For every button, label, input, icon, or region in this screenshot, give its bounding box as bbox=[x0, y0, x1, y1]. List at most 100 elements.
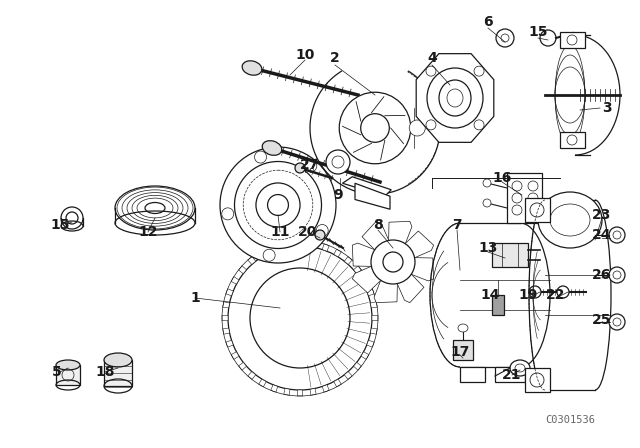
Polygon shape bbox=[248, 257, 255, 264]
Text: 7: 7 bbox=[452, 218, 462, 232]
Text: 13: 13 bbox=[478, 241, 498, 255]
Text: 27: 27 bbox=[300, 158, 320, 172]
Polygon shape bbox=[371, 328, 377, 334]
Ellipse shape bbox=[371, 240, 415, 284]
Polygon shape bbox=[323, 244, 329, 251]
Text: 1: 1 bbox=[190, 291, 200, 305]
Ellipse shape bbox=[426, 66, 436, 76]
Ellipse shape bbox=[56, 360, 80, 370]
Text: 17: 17 bbox=[451, 345, 470, 359]
Text: 25: 25 bbox=[592, 313, 612, 327]
Ellipse shape bbox=[528, 181, 538, 191]
Ellipse shape bbox=[104, 353, 132, 367]
Polygon shape bbox=[560, 32, 585, 48]
Text: 9: 9 bbox=[333, 188, 343, 202]
Ellipse shape bbox=[512, 193, 522, 203]
Polygon shape bbox=[271, 244, 278, 251]
Polygon shape bbox=[248, 371, 255, 379]
Polygon shape bbox=[259, 249, 266, 257]
Text: 15: 15 bbox=[51, 218, 70, 232]
Polygon shape bbox=[334, 379, 341, 387]
Text: 23: 23 bbox=[592, 208, 612, 222]
Polygon shape bbox=[271, 385, 278, 392]
Text: 26: 26 bbox=[592, 268, 612, 282]
Polygon shape bbox=[374, 280, 397, 303]
Bar bbox=[492, 295, 504, 315]
Polygon shape bbox=[310, 388, 316, 395]
Ellipse shape bbox=[316, 224, 328, 237]
Polygon shape bbox=[525, 198, 550, 222]
Ellipse shape bbox=[268, 194, 289, 215]
Polygon shape bbox=[495, 367, 525, 382]
Polygon shape bbox=[226, 289, 233, 296]
Text: 19: 19 bbox=[518, 288, 538, 302]
Ellipse shape bbox=[567, 35, 577, 45]
Ellipse shape bbox=[512, 205, 522, 215]
Ellipse shape bbox=[483, 179, 491, 187]
Ellipse shape bbox=[474, 120, 484, 130]
Polygon shape bbox=[56, 365, 80, 385]
Polygon shape bbox=[226, 340, 233, 347]
Polygon shape bbox=[231, 352, 239, 359]
Text: 11: 11 bbox=[270, 225, 290, 239]
Polygon shape bbox=[344, 257, 352, 264]
Text: 3: 3 bbox=[602, 101, 612, 115]
Bar bbox=[492, 243, 528, 267]
Polygon shape bbox=[353, 362, 362, 370]
Polygon shape bbox=[239, 362, 246, 370]
Ellipse shape bbox=[256, 183, 300, 227]
Polygon shape bbox=[223, 328, 230, 334]
Polygon shape bbox=[353, 266, 362, 274]
Ellipse shape bbox=[66, 212, 78, 224]
Polygon shape bbox=[371, 302, 377, 308]
Polygon shape bbox=[222, 315, 228, 321]
Ellipse shape bbox=[383, 252, 403, 272]
Polygon shape bbox=[223, 302, 230, 308]
Ellipse shape bbox=[145, 202, 165, 214]
Polygon shape bbox=[231, 277, 239, 284]
Polygon shape bbox=[284, 241, 290, 248]
Text: 18: 18 bbox=[95, 365, 115, 379]
Polygon shape bbox=[344, 371, 352, 379]
Ellipse shape bbox=[439, 80, 471, 116]
Ellipse shape bbox=[557, 286, 569, 298]
Polygon shape bbox=[334, 249, 341, 257]
Ellipse shape bbox=[339, 92, 411, 164]
Polygon shape bbox=[284, 388, 290, 395]
Polygon shape bbox=[353, 266, 381, 293]
Polygon shape bbox=[367, 340, 374, 347]
Ellipse shape bbox=[221, 208, 234, 220]
Text: 8: 8 bbox=[373, 218, 383, 232]
Ellipse shape bbox=[228, 246, 372, 390]
Text: 6: 6 bbox=[483, 15, 493, 29]
Polygon shape bbox=[361, 352, 369, 359]
Ellipse shape bbox=[458, 324, 468, 332]
Text: 2: 2 bbox=[330, 51, 340, 65]
Ellipse shape bbox=[540, 30, 556, 46]
Ellipse shape bbox=[234, 161, 321, 249]
Bar bbox=[104, 360, 132, 386]
Ellipse shape bbox=[567, 135, 577, 145]
Text: 16: 16 bbox=[492, 171, 512, 185]
Polygon shape bbox=[361, 277, 369, 284]
Polygon shape bbox=[416, 54, 494, 142]
Ellipse shape bbox=[609, 314, 625, 330]
Polygon shape bbox=[353, 243, 375, 267]
Ellipse shape bbox=[315, 230, 325, 240]
Ellipse shape bbox=[250, 268, 350, 368]
Text: 5: 5 bbox=[52, 365, 62, 379]
Ellipse shape bbox=[609, 227, 625, 243]
Text: 12: 12 bbox=[138, 225, 157, 239]
Polygon shape bbox=[460, 367, 485, 382]
Polygon shape bbox=[412, 258, 434, 281]
Ellipse shape bbox=[361, 114, 389, 142]
Text: 22: 22 bbox=[547, 288, 566, 302]
Ellipse shape bbox=[474, 66, 484, 76]
Polygon shape bbox=[367, 289, 374, 296]
Polygon shape bbox=[362, 221, 388, 250]
Polygon shape bbox=[560, 132, 585, 148]
Polygon shape bbox=[372, 315, 378, 321]
Bar bbox=[453, 340, 473, 360]
Ellipse shape bbox=[483, 199, 491, 207]
Ellipse shape bbox=[263, 249, 275, 261]
